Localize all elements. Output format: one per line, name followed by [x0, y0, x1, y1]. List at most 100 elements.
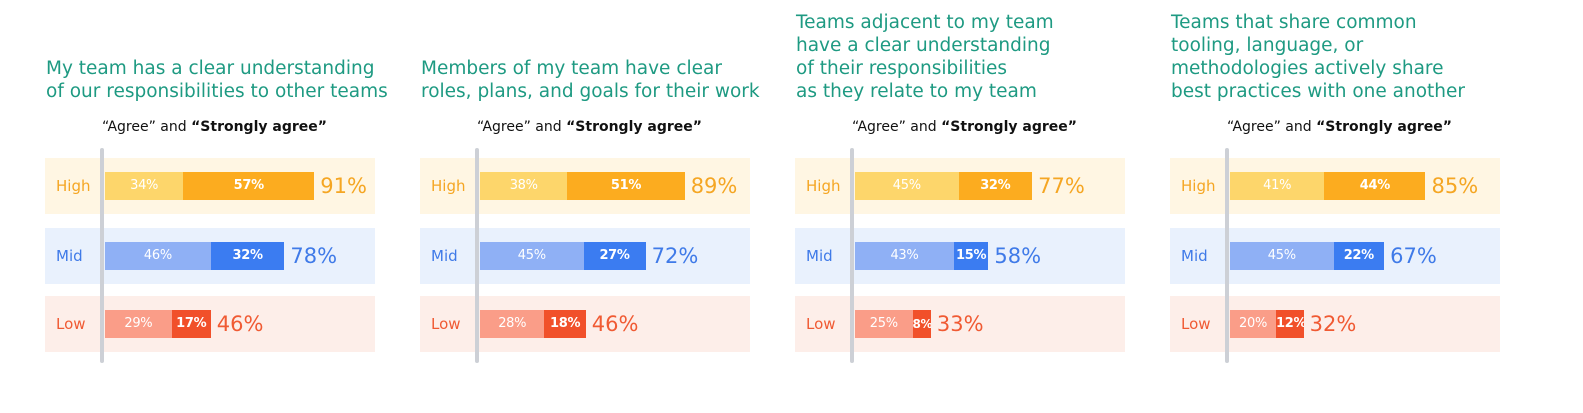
bar-strongly-agree: 44%: [1324, 172, 1426, 200]
bar-agree: 43%: [855, 242, 954, 270]
bar-agree: 38%: [480, 172, 568, 200]
chart-title-line: have a clear understanding: [796, 35, 1051, 56]
bar-strongly-agree: 15%: [953, 242, 989, 270]
subtitle-and: and: [905, 119, 942, 135]
bar-total: 72%: [651, 244, 699, 268]
chart-panel: My team has a clear understanding of our …: [45, 0, 388, 413]
bar-strongly-agree: 12%: [1276, 310, 1304, 338]
subtitle-and: and: [1280, 119, 1317, 135]
chart-title: Teams that share common tooling, language…: [1171, 11, 1511, 103]
axis-line: [475, 148, 479, 363]
chart-subtitle: “Agree” and “Strongly agree”: [852, 119, 1077, 135]
subtitle-agree: “Agree”: [102, 119, 156, 135]
chart-panel: Teams adjacent to my team have a clear un…: [795, 0, 1135, 413]
row-mid: Mid 45% 27% 72%: [420, 228, 750, 284]
subtitle-and: and: [155, 119, 192, 135]
chart-title-line: My team has a clear understanding: [46, 58, 375, 79]
chart-title: My team has a clear understanding of our …: [46, 57, 388, 103]
bar-total: 67%: [1390, 244, 1437, 268]
bar-strongly-agree: 57%: [183, 172, 315, 200]
bar-agree: 34%: [105, 172, 184, 200]
axis-line: [100, 148, 104, 363]
chart-title-line: Teams that share common: [1171, 12, 1417, 33]
row-low: Low 20% 12% 32%: [1170, 296, 1500, 352]
row-low: Low 29% 17% 46%: [45, 296, 375, 352]
chart-title-line: as they relate to my team: [796, 81, 1037, 102]
bar-agree: 28%: [480, 310, 545, 338]
bar-agree: 29%: [105, 310, 172, 338]
bar-agree: 45%: [1230, 242, 1334, 270]
subtitle-strongly-agree: “Strongly agree”: [191, 119, 327, 135]
bar-strongly-agree: 18%: [544, 310, 586, 338]
bar-total: 78%: [290, 244, 338, 268]
axis-line: [1225, 148, 1229, 363]
bar-total: 58%: [994, 244, 1042, 268]
row-label: High: [431, 177, 466, 195]
chart-title: Members of my team have clear roles, plan…: [421, 57, 761, 103]
chart-title-line: of our responsibilities to other teams: [46, 81, 388, 102]
row-label: Mid: [431, 247, 458, 265]
row-label: Mid: [56, 247, 83, 265]
row-high: High 41% 44% 85%: [1170, 158, 1500, 214]
bar-agree: 20%: [1230, 310, 1276, 338]
row-low: Low 28% 18% 46%: [420, 296, 750, 352]
chart-title-line: methodologies actively share: [1171, 58, 1444, 79]
subtitle-strongly-agree: “Strongly agree”: [1316, 119, 1452, 135]
row-label: Mid: [806, 247, 833, 265]
chart-panel: Members of my team have clear roles, plan…: [420, 0, 760, 413]
row-low: Low 25% 8% 33%: [795, 296, 1125, 352]
row-high: High 45% 32% 77%: [795, 158, 1125, 214]
bar-total: 89%: [690, 174, 738, 198]
bar-agree: 25%: [855, 310, 913, 338]
bar-total: 77%: [1038, 174, 1085, 198]
chart-subtitle: “Agree” and “Strongly agree”: [102, 119, 327, 135]
chart-title-line: best practices with one another: [1171, 81, 1466, 102]
subtitle-agree: “Agree”: [852, 119, 906, 135]
row-label: Low: [806, 315, 836, 333]
bar-total: 32%: [1309, 312, 1357, 336]
axis-line: [850, 148, 854, 363]
row-label: Low: [1181, 315, 1211, 333]
row-label: High: [1181, 177, 1216, 195]
chart-title-line: Members of my team have clear: [421, 58, 722, 79]
row-label: High: [56, 177, 91, 195]
chart-title-line: tooling, language, or: [1171, 35, 1364, 56]
row-mid: Mid 45% 22% 67%: [1170, 228, 1500, 284]
bar-total: 91%: [320, 174, 367, 198]
chart-title-line: Teams adjacent to my team: [796, 12, 1054, 33]
chart-title-line: roles, plans, and goals for their work: [421, 81, 760, 102]
chart-title-line: of their responsibilities: [796, 58, 1008, 79]
bar-total: 46%: [591, 312, 639, 336]
row-label: Mid: [1181, 247, 1208, 265]
bar-total: 46%: [216, 312, 264, 336]
bar-strongly-agree: 32%: [958, 172, 1033, 200]
row-mid: Mid 46% 32% 78%: [45, 228, 375, 284]
bar-strongly-agree: 32%: [210, 242, 285, 270]
bar-agree: 45%: [855, 172, 959, 200]
bar-total: 33%: [936, 312, 984, 336]
bar-agree: 46%: [105, 242, 211, 270]
bar-agree: 45%: [480, 242, 584, 270]
row-label: High: [806, 177, 841, 195]
chart-title: Teams adjacent to my team have a clear un…: [796, 11, 1136, 103]
subtitle-strongly-agree: “Strongly agree”: [566, 119, 702, 135]
chart-subtitle: “Agree” and “Strongly agree”: [1227, 119, 1452, 135]
row-high: High 34% 57% 91%: [45, 158, 375, 214]
subtitle-strongly-agree: “Strongly agree”: [941, 119, 1077, 135]
bar-total: 85%: [1431, 174, 1479, 198]
row-label: Low: [431, 315, 461, 333]
row-mid: Mid 43% 15% 58%: [795, 228, 1125, 284]
row-high: High 38% 51% 89%: [420, 158, 750, 214]
bar-strongly-agree: 27%: [583, 242, 646, 270]
chart-panel: Teams that share common tooling, language…: [1170, 0, 1510, 413]
row-label: Low: [56, 315, 86, 333]
bar-strongly-agree: 22%: [1333, 242, 1385, 270]
subtitle-agree: “Agree”: [1227, 119, 1281, 135]
bar-strongly-agree: 8%: [912, 310, 931, 338]
bar-strongly-agree: 17%: [171, 310, 211, 338]
bar-strongly-agree: 51%: [567, 172, 685, 200]
subtitle-agree: “Agree”: [477, 119, 531, 135]
subtitle-and: and: [530, 119, 567, 135]
bar-agree: 41%: [1230, 172, 1325, 200]
chart-subtitle: “Agree” and “Strongly agree”: [477, 119, 702, 135]
